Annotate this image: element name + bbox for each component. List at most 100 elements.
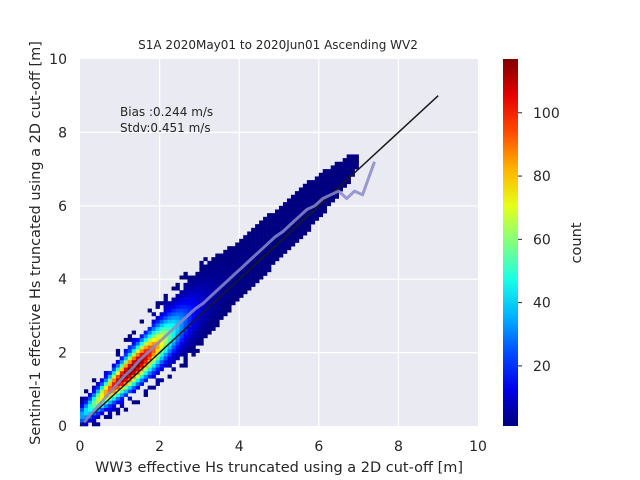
heatmap-cell: [159, 323, 164, 328]
heatmap-cell: [322, 191, 328, 196]
heatmap-cell: [99, 385, 105, 390]
heatmap-cell: [127, 359, 133, 364]
heatmap-cell: [203, 279, 208, 284]
heatmap-cell: [155, 326, 160, 331]
heatmap-cell: [255, 275, 260, 280]
heatmap-cell: [215, 260, 220, 265]
heatmap-cell: [298, 216, 304, 221]
heatmap-cell: [275, 224, 280, 229]
heatmap-cell: [282, 238, 288, 243]
heatmap-cell: [171, 348, 176, 353]
y-tick-label: 4: [58, 272, 67, 288]
heatmap-cell: [175, 348, 180, 353]
heatmap-cell: [151, 359, 156, 364]
heatmap-cell: [195, 279, 200, 284]
heatmap-cell: [139, 374, 144, 379]
heatmap-cell: [191, 290, 196, 295]
heatmap-cell: [227, 304, 232, 309]
heatmap-cell: [243, 290, 248, 295]
heatmap-cell: [195, 348, 200, 353]
heatmap-cell: [243, 264, 248, 269]
heatmap-cell: [318, 183, 324, 188]
heatmap-cell: [163, 330, 168, 335]
heatmap-cell: [191, 282, 196, 287]
heatmap-cell: [271, 242, 276, 247]
heatmap-cell: [167, 319, 172, 324]
heatmap-cell: [211, 268, 216, 273]
heatmap-cell: [199, 264, 204, 269]
heatmap-cell: [306, 183, 312, 188]
heatmap-cell: [151, 330, 156, 335]
heatmap-cell: [151, 385, 156, 390]
heatmap-cell: [354, 158, 359, 163]
heatmap-cell: [171, 301, 176, 306]
heatmap-cell: [175, 326, 180, 331]
heatmap-cell: [195, 271, 200, 276]
heatmap-cell: [135, 363, 140, 368]
heatmap-cell: [286, 202, 292, 207]
heatmap-cell: [239, 249, 244, 254]
heatmap-cell: [179, 341, 184, 346]
heatmap-cell: [314, 213, 320, 218]
heatmap-cell: [207, 330, 212, 335]
heatmap-cell: [239, 246, 244, 251]
heatmap-cell: [183, 282, 188, 287]
heatmap-cell: [91, 392, 97, 397]
heatmap-cell: [155, 319, 160, 324]
heatmap-cell: [103, 374, 109, 379]
heatmap-cell: [255, 268, 260, 273]
heatmap-cell: [147, 330, 152, 335]
heatmap-cell: [187, 279, 192, 284]
heatmap-cell: [302, 224, 308, 229]
heatmap-cell: [207, 271, 212, 276]
heatmap-cell: [119, 389, 125, 394]
heatmap-cell: [179, 323, 184, 328]
heatmap-cell: [279, 213, 284, 218]
heatmap-cell: [243, 246, 248, 251]
heatmap-cell: [167, 363, 172, 368]
heatmap-cell: [179, 348, 184, 353]
heatmap-cell: [179, 297, 184, 302]
heatmap-cell: [159, 334, 164, 339]
heatmap-cell: [231, 260, 236, 265]
heatmap-cell: [127, 352, 133, 357]
heatmap-cell: [151, 348, 156, 353]
heatmap-cell: [306, 224, 312, 229]
heatmap-cell: [235, 286, 240, 291]
heatmap-cell: [163, 312, 168, 317]
heatmap-cell: [179, 326, 184, 331]
heatmap-cell: [306, 227, 312, 232]
heatmap-cell: [111, 381, 117, 386]
heatmap-cell: [159, 363, 164, 368]
heatmap-cell: [179, 293, 184, 298]
heatmap-cell: [322, 187, 328, 192]
colorbar-tick-label: 80: [533, 169, 551, 185]
heatmap-cell: [199, 315, 204, 320]
heatmap-cell: [251, 249, 256, 254]
heatmap-cell: [195, 337, 200, 342]
heatmap-cell: [302, 227, 308, 232]
heatmap-cell: [107, 400, 113, 405]
heatmap-cell: [326, 176, 332, 181]
heatmap-cell: [326, 198, 332, 203]
heatmap-cell: [199, 304, 204, 309]
heatmap-cell: [139, 363, 144, 368]
heatmap-cell: [203, 315, 208, 320]
heatmap-cell: [131, 400, 137, 405]
heatmap-cell: [231, 286, 236, 291]
heatmap-cell: [151, 370, 156, 375]
heatmap-cell: [155, 359, 160, 364]
heatmap-cell: [282, 205, 288, 210]
heatmap-cell: [279, 246, 284, 251]
heatmap-cell: [255, 238, 260, 243]
heatmap-cell: [346, 165, 351, 170]
heatmap-cell: [203, 319, 208, 324]
heatmap-cell: [235, 264, 240, 269]
heatmap-cell: [163, 356, 168, 361]
heatmap-cell: [243, 238, 248, 243]
heatmap-cell: [219, 312, 224, 317]
heatmap-cell: [107, 370, 113, 375]
heatmap-cell: [159, 367, 164, 372]
heatmap-cell: [294, 227, 300, 232]
heatmap-cell: [223, 297, 228, 302]
